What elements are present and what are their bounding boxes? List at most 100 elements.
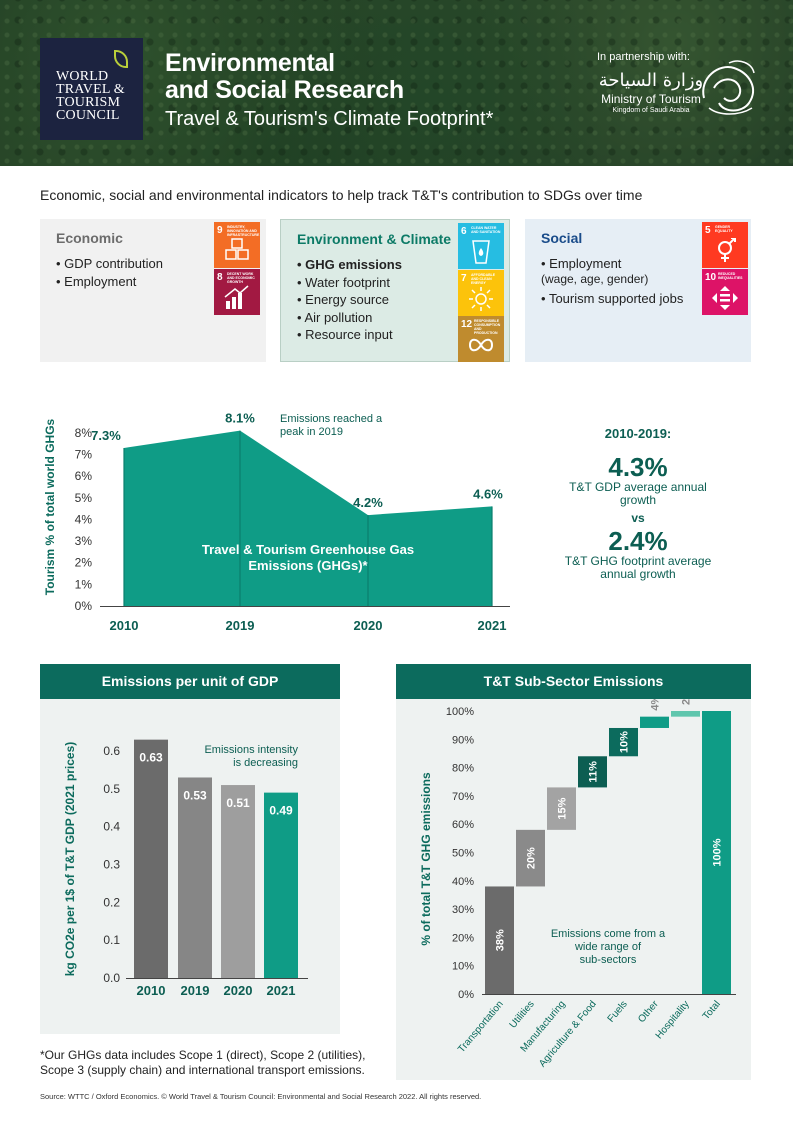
sub-y-tick: 30%: [452, 904, 474, 916]
ghg-growth-value: 2.4%: [608, 526, 668, 556]
ghg-data-label: 4.6%: [473, 486, 503, 501]
sdg-label: INDUSTRY, INNOVATION AND INFRASTRUCTURE: [227, 225, 260, 237]
gdp-y-tick: 0.1: [103, 933, 120, 947]
sub-data-label: 10%: [619, 731, 631, 753]
sub-data-label: 11%: [588, 761, 600, 783]
ghg-y-tick: 4%: [75, 512, 93, 526]
sdg-num: 10: [705, 272, 717, 283]
sub-data-label: 20%: [526, 847, 538, 869]
gdp-y-tick: 0.3: [103, 858, 120, 872]
economic-heading: Economic: [56, 230, 123, 246]
sdg-num: 6: [461, 226, 467, 237]
sub-data-label: 38%: [495, 929, 507, 951]
gdp-bar: [134, 739, 168, 978]
sub-y-tick: 0%: [458, 989, 474, 1001]
partnership-label: In partnership with:: [597, 51, 690, 63]
gdp-y-tick: 0.0: [103, 971, 120, 985]
logo-line: COUNCIL: [56, 108, 120, 123]
ministry-name: Ministry of Tourism: [601, 92, 701, 106]
page-title-line2: and Social Research: [165, 76, 404, 104]
sub-bar: [485, 886, 514, 994]
gdp-y-tick: 0.5: [103, 782, 120, 796]
ghg-growth-caption: T&T GHG footprint average annual growth: [564, 554, 712, 581]
ghg-y-tick: 1%: [75, 577, 93, 591]
footnote: *Our GHGs data includes Scope 1 (direct)…: [40, 1048, 366, 1077]
sub-x-tick: Total: [701, 999, 723, 1022]
list-item: Water footprint: [297, 274, 402, 292]
environment-panel: Environment & Climate GHG emissions Wate…: [280, 219, 510, 362]
sdg-num: 9: [217, 225, 223, 236]
sub-y-tick: 100%: [446, 706, 474, 718]
subsector-card-title: T&T Sub-Sector Emissions: [396, 664, 751, 699]
gdp-y-tick: 0.4: [103, 820, 120, 834]
sub-data-label: 4%: [650, 699, 662, 711]
sub-bar: [516, 829, 545, 887]
sub-bar: [609, 727, 638, 757]
sub-x-tick: Agriculture & Food: [537, 999, 599, 1070]
gdp-y-axis-label: kg CO2e per 1$ of T&T GDP (2021 prices): [63, 742, 77, 977]
ghg-y-tick: 2%: [75, 556, 93, 570]
ghg-y-tick: 8%: [75, 426, 93, 440]
gdp-bar: [178, 777, 212, 978]
gdp-data-label: 0.63: [139, 751, 163, 765]
subsector-emissions-card: T&T Sub-Sector Emissions % of total T&T …: [396, 664, 751, 1080]
gdp-y-tick: 0.2: [103, 895, 120, 909]
list-item: Resource input: [297, 326, 402, 344]
source-line: Source: WTTC / Oxford Economics. © World…: [40, 1092, 482, 1101]
sdg-12-tile: 12 RESPONSIBLE CONSUMPTION AND PRODUCTIO…: [458, 316, 504, 362]
ghg-y-tick: 7%: [75, 447, 93, 461]
logo-line: TRAVEL &: [56, 82, 125, 97]
ghg-y-tick: 5%: [75, 491, 93, 505]
sub-annotation: Emissions come from a wide range of sub-se…: [551, 928, 666, 966]
list-item: Employment: [56, 273, 163, 291]
gdp-x-tick: 2020: [224, 983, 253, 998]
sub-y-tick: 10%: [452, 961, 474, 973]
social-heading: Social: [541, 230, 583, 246]
sub-y-tick: 60%: [452, 819, 474, 831]
logo-line: WORLD: [56, 69, 109, 84]
ghg-annotation: Emissions reached a peak in 2019: [280, 413, 383, 438]
sub-bar: [640, 716, 669, 728]
sub-y-tick: 40%: [452, 876, 474, 888]
list-item: Energy source: [297, 291, 402, 309]
list-item: Employment: [541, 255, 683, 273]
gdp-card-title: Emissions per unit of GDP: [40, 664, 340, 699]
ministry-country: Kingdom of Saudi Arabia: [612, 107, 690, 114]
gdp-data-label: 0.51: [226, 796, 250, 810]
sdg-label: REDUCED INEQUALITIES: [718, 272, 743, 280]
sub-bar: [671, 711, 700, 717]
sdg-num: 8: [217, 272, 223, 283]
ghg-area: [124, 430, 492, 606]
sub-bar: [702, 711, 731, 994]
sdg-label: RESPONSIBLE CONSUMPTION AND PRODUCTION: [474, 319, 501, 335]
ghg-chart-title: Travel & Tourism Greenhouse Gas Emissions…: [202, 542, 414, 573]
gdp-y-tick: 0.6: [103, 744, 120, 758]
sdg-label: DECENT WORK AND ECONOMIC GROWTH: [227, 272, 255, 284]
gdp-x-tick: 2019: [181, 983, 210, 998]
sdg-10-tile: 10 REDUCED INEQUALITIES: [702, 269, 748, 315]
sub-x-tick: Fuels: [606, 999, 630, 1025]
wttc-logo: WORLD TRAVEL & TOURISM COUNCIL: [40, 38, 143, 140]
sub-y-tick: 20%: [452, 932, 474, 944]
sub-x-tick: Utilities: [508, 999, 537, 1031]
sdg-label: AFFORDABLE AND CLEAN ENERGY: [471, 273, 496, 285]
stats-period: 2010-2019:: [604, 426, 672, 441]
sdg-5-tile: 5 GENDER EQUALITY: [702, 222, 748, 268]
page-subtitle: Travel & Tourism's Climate Footprint*: [165, 108, 494, 130]
growth-stats: 2010-2019: 4.3% T&T GDP average annual g…: [560, 426, 716, 581]
gdp-growth-value: 4.3%: [608, 452, 668, 482]
vs-label: vs: [631, 511, 645, 525]
environment-heading: Environment & Climate: [297, 231, 452, 247]
sub-y-tick: 90%: [452, 734, 474, 746]
ghg-y-tick: 0%: [75, 599, 93, 613]
emissions-per-gdp-chart: kg CO2e per 1$ of T&T GDP (2021 prices) …: [63, 739, 308, 998]
gdp-annotation: Emissions intensity is decreasing: [204, 744, 298, 769]
list-item: GDP contribution: [56, 255, 163, 273]
gdp-data-label: 0.53: [183, 788, 207, 802]
ministry-logo-text: وزارة السياحة Ministry of Tourism Kingdo…: [592, 70, 710, 114]
sub-bar: [547, 787, 576, 830]
ghg-data-label: 7.3%: [91, 428, 121, 443]
sub-y-tick: 70%: [452, 791, 474, 803]
ghg-x-tick: 2019: [226, 618, 255, 633]
ghg-data-label: 8.1%: [225, 411, 255, 426]
